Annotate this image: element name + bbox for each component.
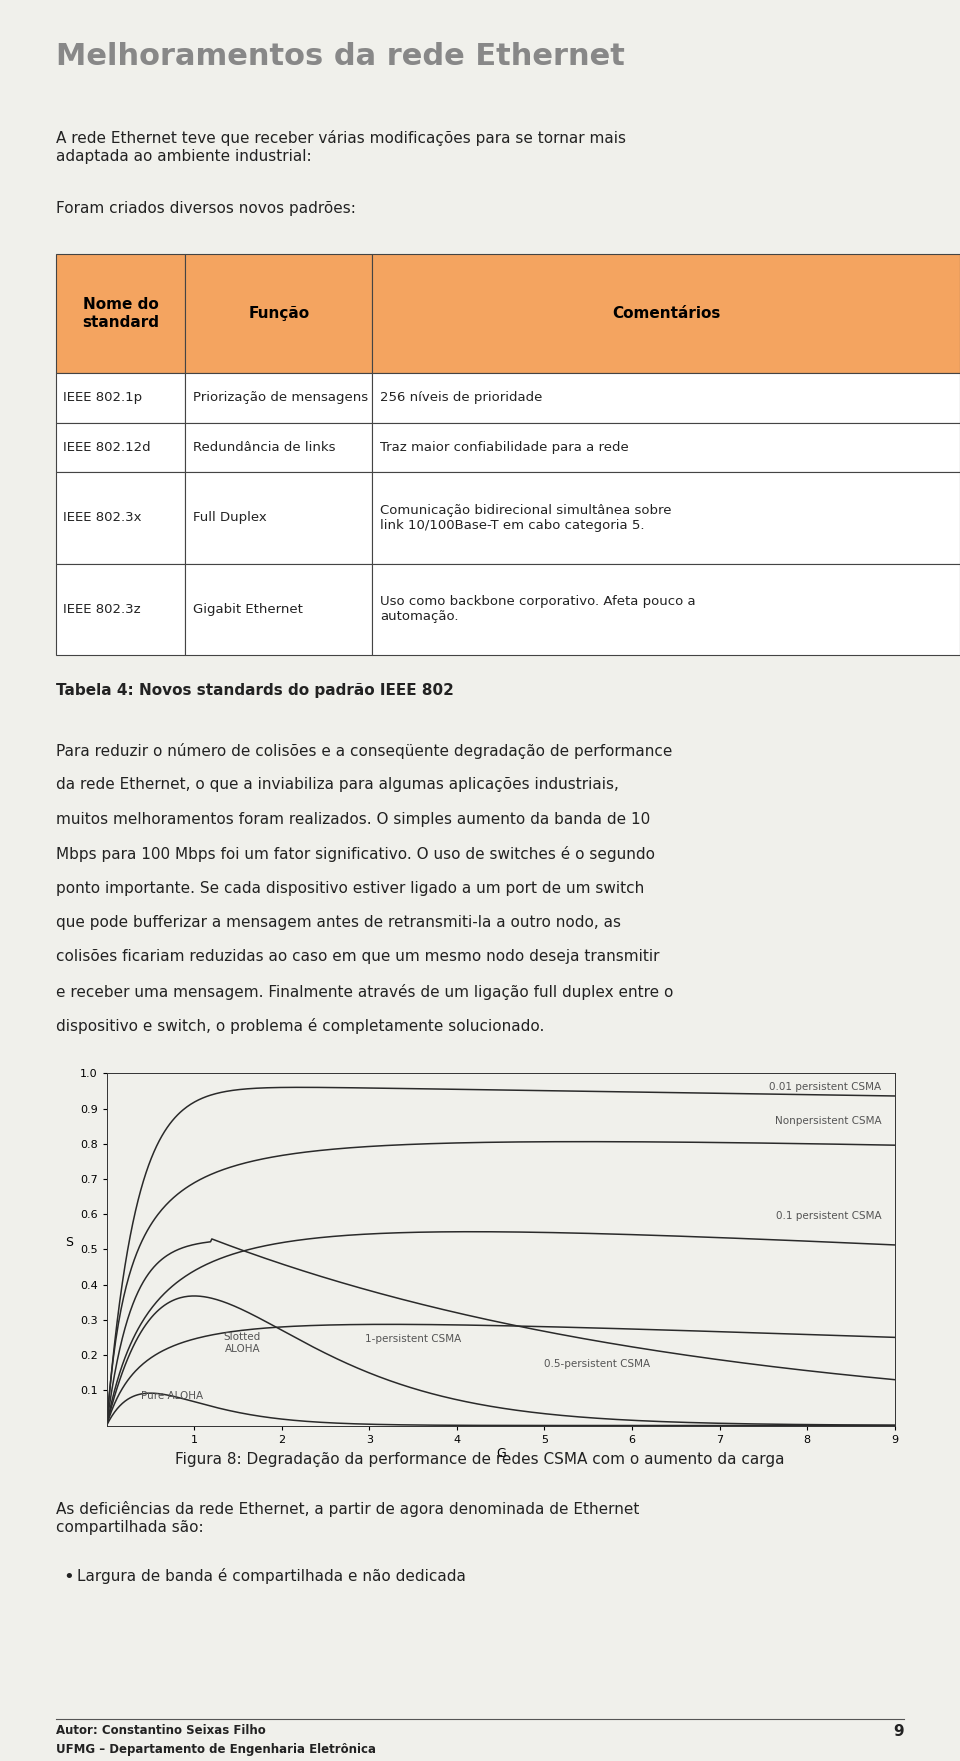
Text: Nonpersistent CSMA: Nonpersistent CSMA	[775, 1116, 881, 1125]
Bar	[372, 423, 960, 472]
Bar	[56, 423, 185, 472]
Bar	[372, 564, 960, 655]
Text: ponto importante. Se cada dispositivo estiver ligado a um port de um switch: ponto importante. Se cada dispositivo es…	[56, 880, 644, 896]
Text: 0.5-persistent CSMA: 0.5-persistent CSMA	[544, 1359, 650, 1368]
Bar	[372, 373, 960, 423]
Text: Priorização de mensagens: Priorização de mensagens	[193, 391, 368, 405]
Text: Comentários: Comentários	[612, 306, 720, 321]
Text: Redundância de links: Redundância de links	[193, 440, 335, 454]
Text: Traz maior confiabilidade para a rede: Traz maior confiabilidade para a rede	[380, 440, 629, 454]
Text: Slotted
ALOHA: Slotted ALOHA	[224, 1331, 261, 1354]
Text: IEEE 802.12d: IEEE 802.12d	[63, 440, 151, 454]
Text: Largura de banda é compartilhada e não dedicada: Largura de banda é compartilhada e não d…	[77, 1569, 466, 1585]
Text: UFMG – Departamento de Engenharia Eletrônica: UFMG – Departamento de Engenharia Eletrô…	[56, 1743, 375, 1756]
Y-axis label: S: S	[64, 1236, 73, 1250]
Text: Nome do
standard: Nome do standard	[82, 298, 159, 329]
Text: Uso como backbone corporativo. Afeta pouco a
automação.: Uso como backbone corporativo. Afeta pou…	[380, 595, 696, 623]
Text: Mbps para 100 Mbps foi um fator significativo. O uso de switches é o segundo: Mbps para 100 Mbps foi um fator signific…	[56, 847, 655, 863]
Bar	[185, 373, 372, 423]
Text: que pode bufferizar a mensagem antes de retransmiti-la a outro nodo, as: que pode bufferizar a mensagem antes de …	[56, 916, 621, 930]
Bar	[56, 254, 185, 373]
Text: IEEE 802.3z: IEEE 802.3z	[63, 602, 141, 616]
Text: Para reduzir o número de colisões e a conseqüente degradação de performance: Para reduzir o número de colisões e a co…	[56, 743, 672, 759]
Text: Melhoramentos da rede Ethernet: Melhoramentos da rede Ethernet	[56, 42, 625, 70]
Text: •: •	[63, 1569, 74, 1587]
Bar	[185, 472, 372, 564]
Text: IEEE 802.1p: IEEE 802.1p	[63, 391, 142, 405]
Text: Pure ALOHA: Pure ALOHA	[141, 1391, 204, 1400]
Bar	[56, 472, 185, 564]
Text: dispositivo e switch, o problema é completamente solucionado.: dispositivo e switch, o problema é compl…	[56, 1018, 544, 1034]
Text: 0.1 persistent CSMA: 0.1 persistent CSMA	[776, 1212, 881, 1220]
Bar	[372, 472, 960, 564]
Text: 1-persistent CSMA: 1-persistent CSMA	[365, 1335, 461, 1344]
Text: Autor: Constantino Seixas Filho: Autor: Constantino Seixas Filho	[56, 1724, 265, 1736]
Text: IEEE 802.3x: IEEE 802.3x	[63, 511, 142, 525]
Text: As deficiências da rede Ethernet, a partir de agora denominada de Ethernet
compa: As deficiências da rede Ethernet, a part…	[56, 1502, 639, 1534]
Text: Foram criados diversos novos padrões:: Foram criados diversos novos padrões:	[56, 201, 355, 217]
Text: A rede Ethernet teve que receber várias modificações para se tornar mais
adaptad: A rede Ethernet teve que receber várias …	[56, 130, 626, 164]
Text: 9: 9	[894, 1724, 904, 1740]
Text: colisões ficariam reduzidas ao caso em que um mesmo nodo deseja transmitir: colisões ficariam reduzidas ao caso em q…	[56, 949, 660, 965]
Text: da rede Ethernet, o que a inviabiliza para algumas aplicações industriais,: da rede Ethernet, o que a inviabiliza pa…	[56, 778, 618, 792]
Text: Comunicação bidirecional simultânea sobre
link 10/100Base-T em cabo categoria 5.: Comunicação bidirecional simultânea sobr…	[380, 504, 672, 532]
Text: muitos melhoramentos foram realizados. O simples aumento da banda de 10: muitos melhoramentos foram realizados. O…	[56, 812, 650, 828]
Text: Gigabit Ethernet: Gigabit Ethernet	[193, 602, 302, 616]
Text: Figura 8: Degradação da performance de redes CSMA com o aumento da carga: Figura 8: Degradação da performance de r…	[176, 1453, 784, 1467]
Text: Função: Função	[249, 306, 309, 321]
Bar	[56, 564, 185, 655]
Bar	[56, 373, 185, 423]
Text: e receber uma mensagem. Finalmente através de um ligação full duplex entre o: e receber uma mensagem. Finalmente atrav…	[56, 984, 673, 1000]
Text: Tabela 4: Novos standards do padrão IEEE 802: Tabela 4: Novos standards do padrão IEEE…	[56, 683, 453, 699]
Text: 0.01 persistent CSMA: 0.01 persistent CSMA	[770, 1083, 881, 1092]
Bar	[185, 423, 372, 472]
Text: Full Duplex: Full Duplex	[193, 511, 267, 525]
X-axis label: G: G	[495, 1448, 506, 1460]
Bar	[185, 254, 372, 373]
Bar	[185, 564, 372, 655]
Bar	[372, 254, 960, 373]
Text: 256 níveis de prioridade: 256 níveis de prioridade	[380, 391, 542, 405]
